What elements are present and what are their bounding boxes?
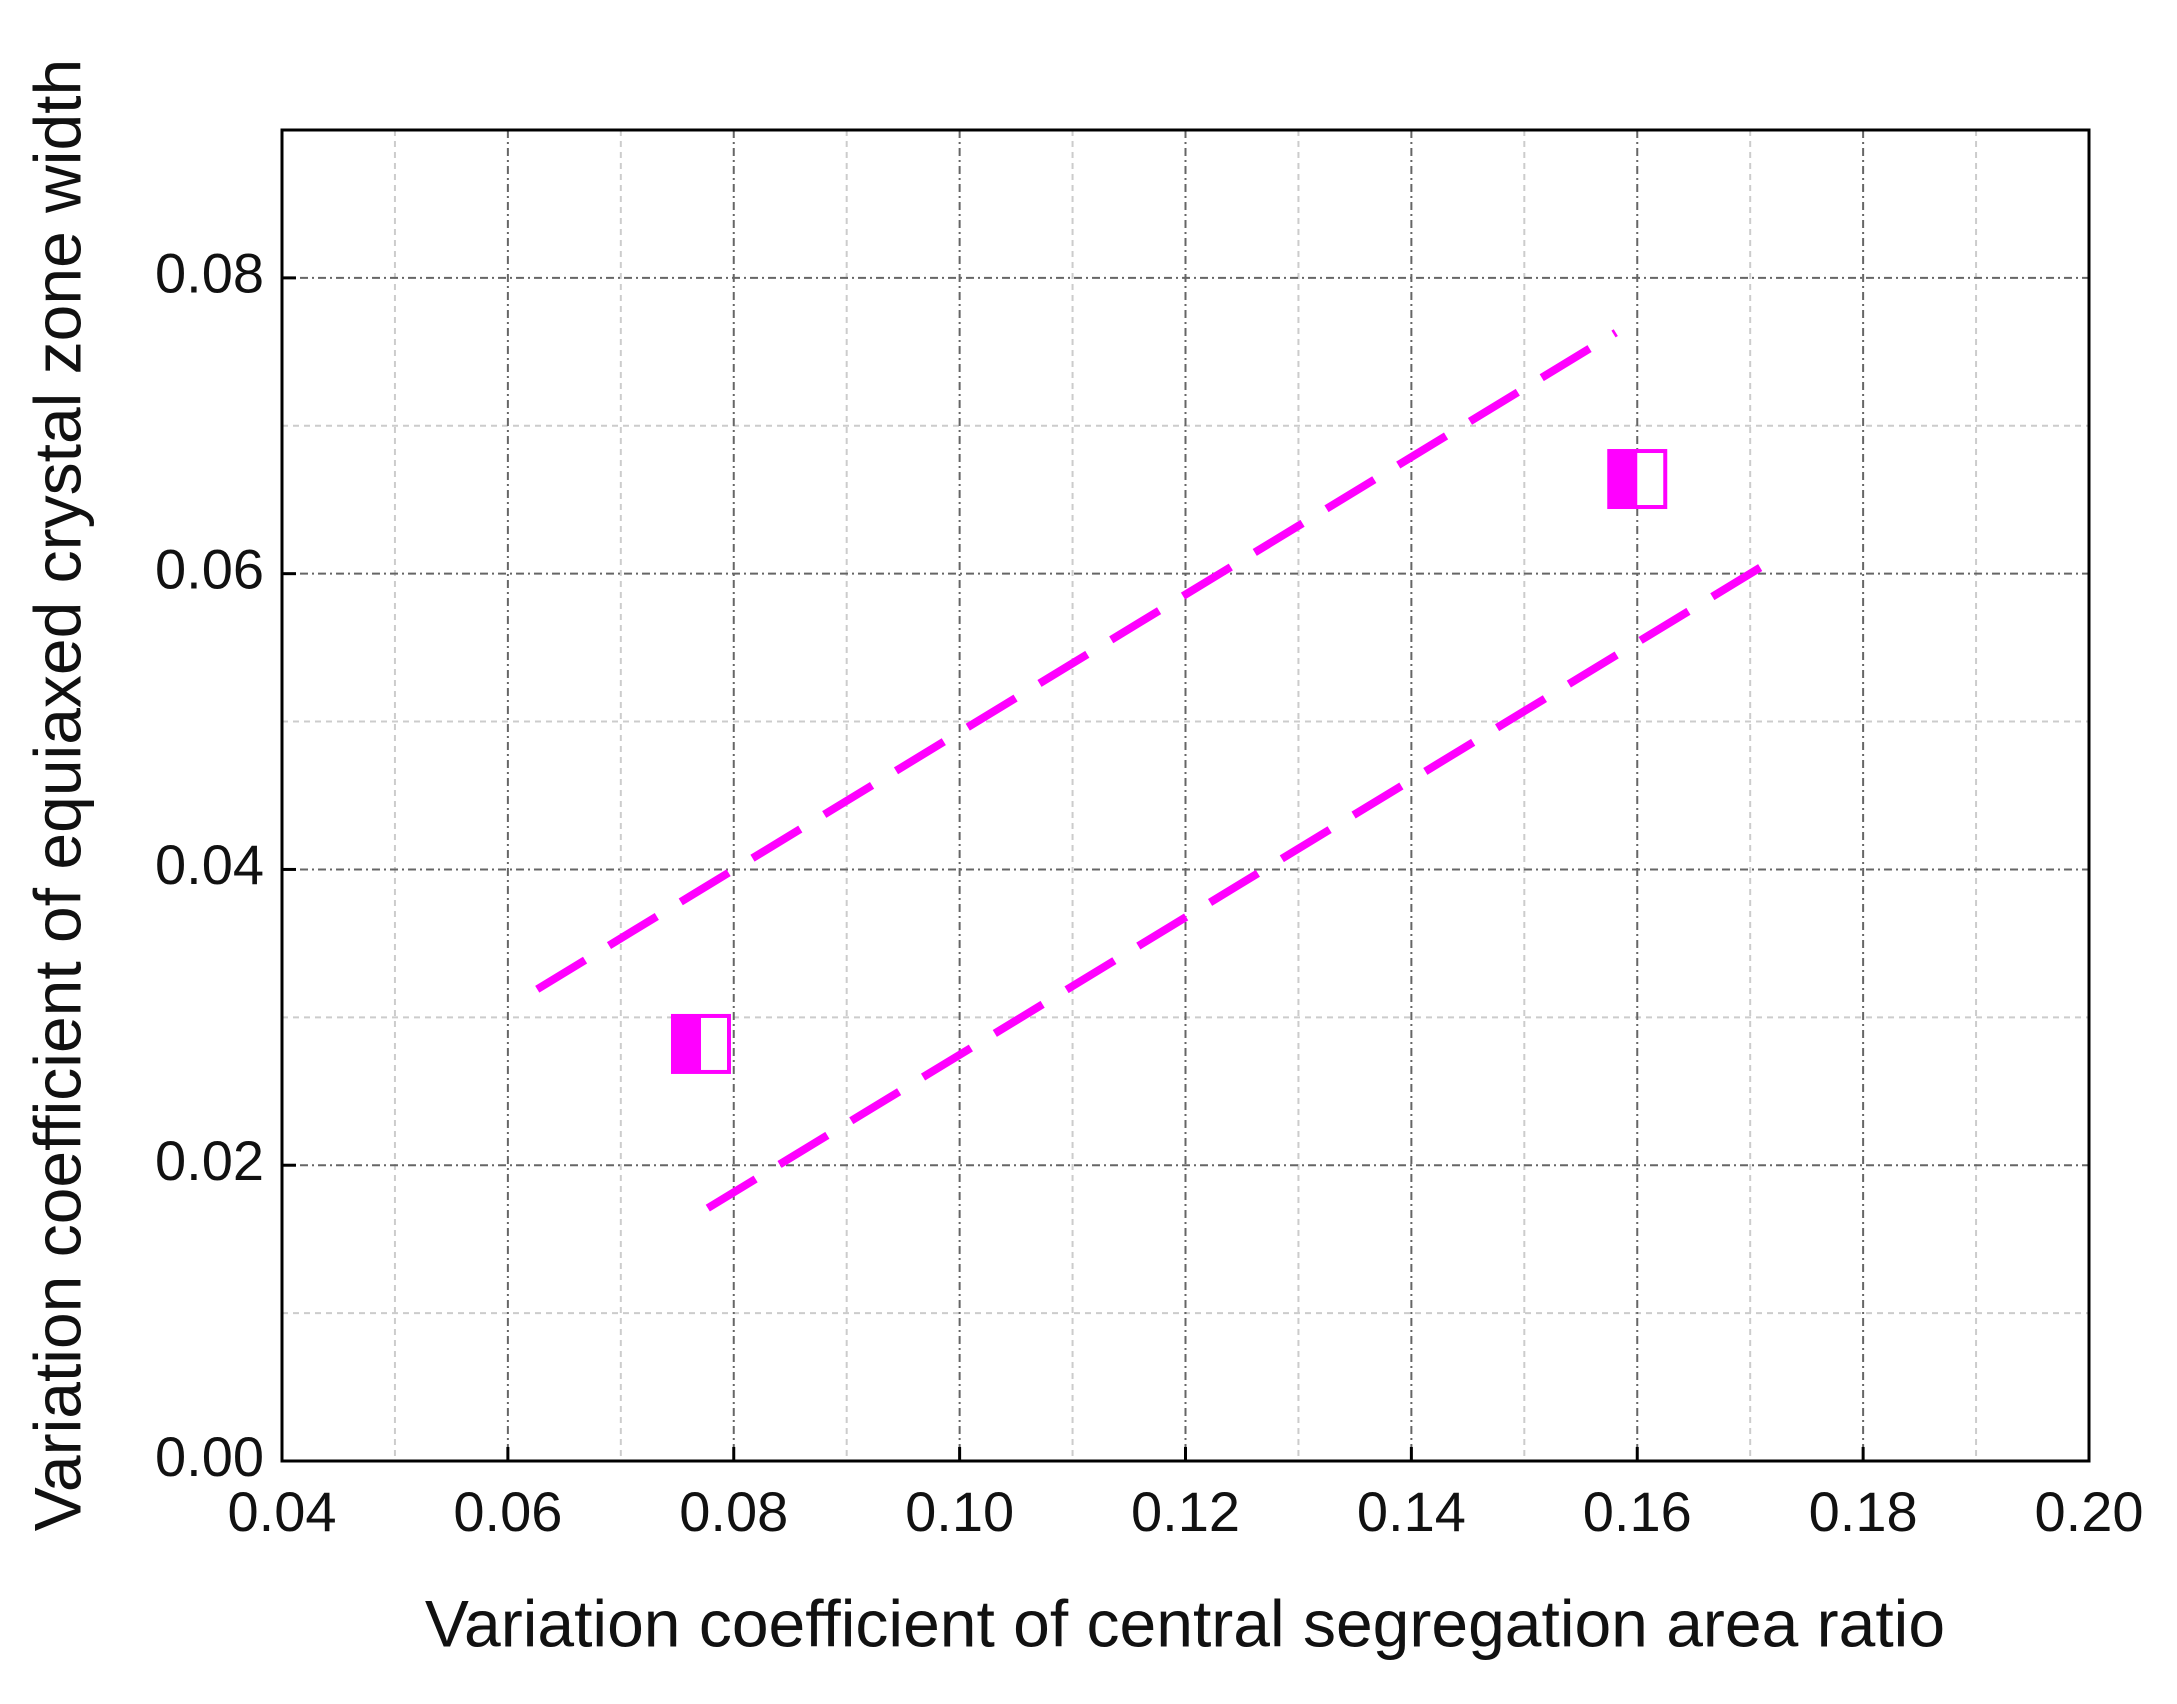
x-tick-label: 0.10: [905, 1480, 1014, 1543]
y-tick-label: 0.02: [155, 1129, 264, 1192]
x-tick-label: 0.16: [1583, 1480, 1692, 1543]
dashed-line: [535, 329, 1618, 993]
y-tick-label: 0.00: [155, 1425, 264, 1488]
y-tick-label: 0.08: [155, 242, 264, 305]
y-tick-label: 0.04: [155, 833, 264, 896]
marker-fill: [672, 1015, 701, 1072]
x-tick-label: 0.08: [679, 1480, 788, 1543]
y-axis-title: Variation coefficient of equiaxed crysta…: [20, 59, 94, 1531]
plot-frame: [280, 128, 2091, 1463]
x-tick-label: 0.14: [1357, 1480, 1466, 1543]
y-tick-label: 0.06: [155, 537, 264, 600]
x-tick-label: 0.20: [2035, 1480, 2144, 1543]
marker-fill: [1609, 451, 1638, 508]
x-tick-label: 0.18: [1809, 1480, 1918, 1543]
x-tick-label: 0.12: [1131, 1480, 1240, 1543]
x-axis-title: Variation coefficient of central segrega…: [425, 1586, 1945, 1660]
x-tick-label: 0.04: [228, 1480, 337, 1543]
x-tick-label: 0.06: [453, 1480, 562, 1543]
dashed-line: [705, 551, 1784, 1212]
